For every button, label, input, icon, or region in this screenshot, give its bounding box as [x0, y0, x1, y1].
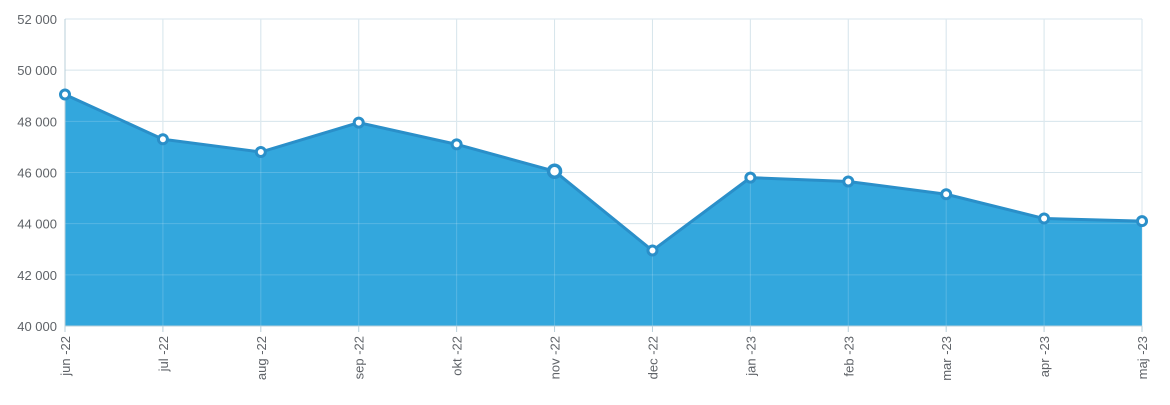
x-tick-label: feb -23: [841, 336, 856, 376]
x-tick-label: jan -23: [743, 336, 758, 377]
x-tick-label: jul -22: [156, 336, 171, 372]
data-point[interactable]: [1038, 212, 1051, 225]
data-point[interactable]: [156, 133, 169, 146]
x-tick-label: dec -22: [645, 336, 660, 379]
data-point[interactable]: [352, 116, 365, 129]
y-tick-label: 42 000: [17, 268, 57, 283]
data-points: [59, 88, 1148, 257]
y-tick-label: 46 000: [17, 166, 57, 181]
y-tick-label: 48 000: [17, 114, 57, 129]
area-shape: [65, 94, 1142, 327]
data-point[interactable]: [546, 163, 563, 179]
y-tick-label: 40 000: [17, 319, 57, 334]
area-fill: [64, 18, 1143, 327]
x-tick-label: okt -22: [450, 336, 465, 376]
data-point[interactable]: [1136, 215, 1148, 228]
x-tick-label: apr -23: [1037, 336, 1052, 377]
data-point[interactable]: [450, 138, 463, 151]
data-point[interactable]: [744, 171, 757, 184]
y-tick-label: 52 000: [17, 12, 57, 27]
x-tick-label: nov -22: [548, 336, 563, 379]
data-point[interactable]: [940, 188, 953, 201]
data-point[interactable]: [646, 244, 659, 257]
series-path: [64, 93, 1143, 253]
data-point[interactable]: [254, 146, 267, 159]
x-tick-label: sep -22: [352, 336, 367, 379]
series-line: [64, 93, 1143, 253]
x-tick-label: mar -23: [939, 336, 954, 381]
tick-labels: 40 000 42 000 44 000 46 000 48 000 50 000 52 0…: [17, 12, 1150, 381]
x-tick-label: jun -22: [58, 336, 73, 377]
x-tick-label: maj -23: [1135, 336, 1150, 379]
x-tick-label: aug -22: [254, 336, 269, 380]
y-tick-label: 50 000: [17, 63, 57, 78]
axes: [64, 19, 1143, 332]
data-point[interactable]: [59, 88, 71, 101]
data-point[interactable]: [842, 175, 855, 188]
y-tick-label: 44 000: [17, 217, 57, 232]
